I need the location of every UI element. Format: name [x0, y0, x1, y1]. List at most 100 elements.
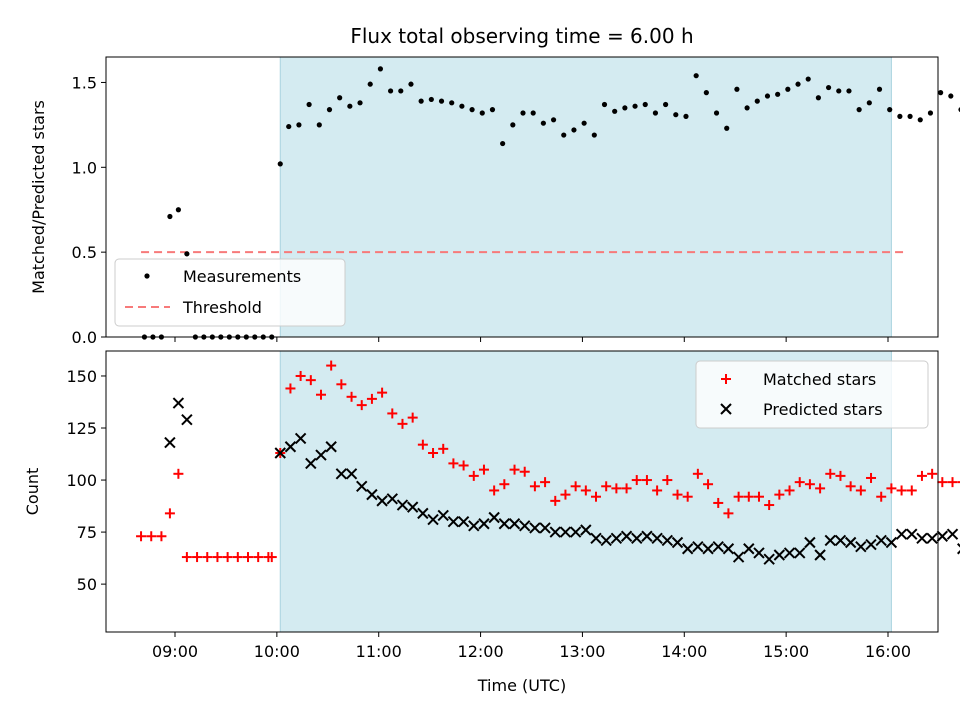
measurement-point	[948, 93, 954, 99]
y-tick-label: 125	[66, 419, 97, 438]
matched-star-point	[560, 489, 571, 500]
observing-window-shade	[279, 56, 892, 338]
measurement-point	[489, 107, 496, 113]
matched-star-point	[947, 477, 958, 488]
matched-star-point	[156, 531, 167, 542]
matched-star-point	[387, 408, 398, 419]
predicted-star-point	[865, 538, 877, 551]
predicted-star-point	[692, 540, 704, 553]
predicted-star-point	[946, 528, 959, 540]
matched-star-point	[458, 460, 469, 471]
measurement-point	[377, 66, 384, 72]
predicted-star-point	[488, 511, 500, 524]
matched-star-point	[377, 387, 388, 398]
predicted-star-point	[926, 532, 938, 545]
measurement-point	[938, 90, 944, 96]
measurement-point	[724, 125, 730, 131]
legend-marker-measurements	[144, 273, 150, 279]
measurement-point	[734, 86, 740, 92]
predicted-star-point	[569, 526, 582, 538]
matched-star-point	[631, 475, 642, 486]
measurement-point	[846, 88, 852, 94]
ratio-y-ticks: 0.0 0.5 1.0 1.5	[72, 73, 106, 347]
measurement-point	[897, 113, 903, 119]
matched-star-point	[815, 483, 826, 494]
measurement-point	[540, 120, 546, 126]
measurement-point	[175, 207, 181, 213]
matched-star-point	[835, 470, 846, 481]
matched-star-point	[876, 491, 887, 502]
matched-star-point	[886, 483, 897, 494]
matched-star-point	[540, 477, 551, 488]
measurement-point	[408, 81, 414, 87]
measurement-point	[469, 107, 475, 113]
predicted-star-points	[164, 397, 960, 565]
matched-star-point	[743, 491, 754, 502]
measurement-point	[357, 100, 363, 106]
predicted-star-point	[181, 413, 193, 426]
matched-star-point	[550, 495, 561, 506]
matched-star-point	[570, 481, 581, 492]
measurement-point	[785, 86, 791, 92]
predicted-star-point	[763, 553, 775, 565]
x-tick-label: 09:00	[152, 642, 198, 661]
measurement-point	[713, 110, 720, 116]
measurement-point	[652, 110, 659, 116]
x-axis-label: Time (UTC)	[477, 676, 566, 695]
y-tick-label: 150	[66, 367, 97, 386]
matched-star-point	[804, 479, 815, 490]
measurement-point	[184, 251, 190, 257]
predicted-star-point	[794, 547, 806, 559]
predicted-star-point	[559, 526, 572, 538]
matched-star-point	[242, 552, 253, 563]
predicted-star-point	[406, 501, 419, 513]
predicted-star-point	[773, 549, 786, 561]
matched-star-point	[509, 464, 520, 475]
matched-star-point	[866, 472, 877, 483]
predicted-star-point	[519, 520, 531, 532]
predicted-star-point	[916, 532, 928, 545]
matched-star-point	[692, 468, 703, 479]
measurement-point	[775, 91, 781, 97]
predicted-star-point	[712, 540, 724, 553]
ratio-legend-box	[114, 258, 346, 327]
matched-star-point	[266, 552, 277, 563]
predicted-star-point	[498, 518, 511, 530]
matched-star-point	[896, 485, 907, 496]
predicted-star-point	[305, 457, 317, 470]
measurement-point	[286, 123, 292, 130]
measurement-point	[663, 101, 669, 108]
x-tick-label: 12:00	[458, 642, 504, 661]
predicted-star-point	[743, 543, 755, 555]
matched-star-point	[591, 491, 602, 502]
matched-star-point	[621, 483, 632, 494]
matched-star-point	[774, 489, 785, 500]
predicted-star-point	[875, 534, 887, 547]
predicted-star-point	[274, 447, 286, 459]
predicted-star-point	[549, 526, 561, 538]
measurement-point	[622, 105, 628, 111]
measurement-point	[387, 88, 394, 94]
predicted-star-point	[732, 551, 745, 563]
matched-star-point	[336, 379, 347, 390]
measurement-point	[744, 105, 750, 111]
measurement-point	[683, 113, 689, 119]
predicted-star-point	[671, 536, 684, 549]
predicted-star-point	[417, 507, 429, 520]
predicted-star-point	[783, 547, 796, 559]
measurement-point	[907, 113, 913, 119]
measurement-point	[296, 122, 302, 128]
predicted-star-point	[834, 534, 847, 547]
ratio-panel-frame	[105, 56, 939, 338]
legend-marker-matched	[721, 374, 731, 384]
measurement-point	[795, 81, 801, 87]
predicted-star-point	[294, 432, 307, 445]
predicted-star-point	[447, 515, 460, 528]
matched-star-point	[733, 491, 744, 502]
matched-star-point	[489, 485, 500, 496]
count-panel: 50 75 100 125 150 09:00 10:00 11:00 12:00 13:00 1…	[23, 350, 960, 695]
matched-star-point	[764, 500, 775, 511]
matched-star-point	[181, 552, 192, 563]
measurement-point	[418, 98, 424, 104]
measurement-point	[530, 110, 536, 116]
